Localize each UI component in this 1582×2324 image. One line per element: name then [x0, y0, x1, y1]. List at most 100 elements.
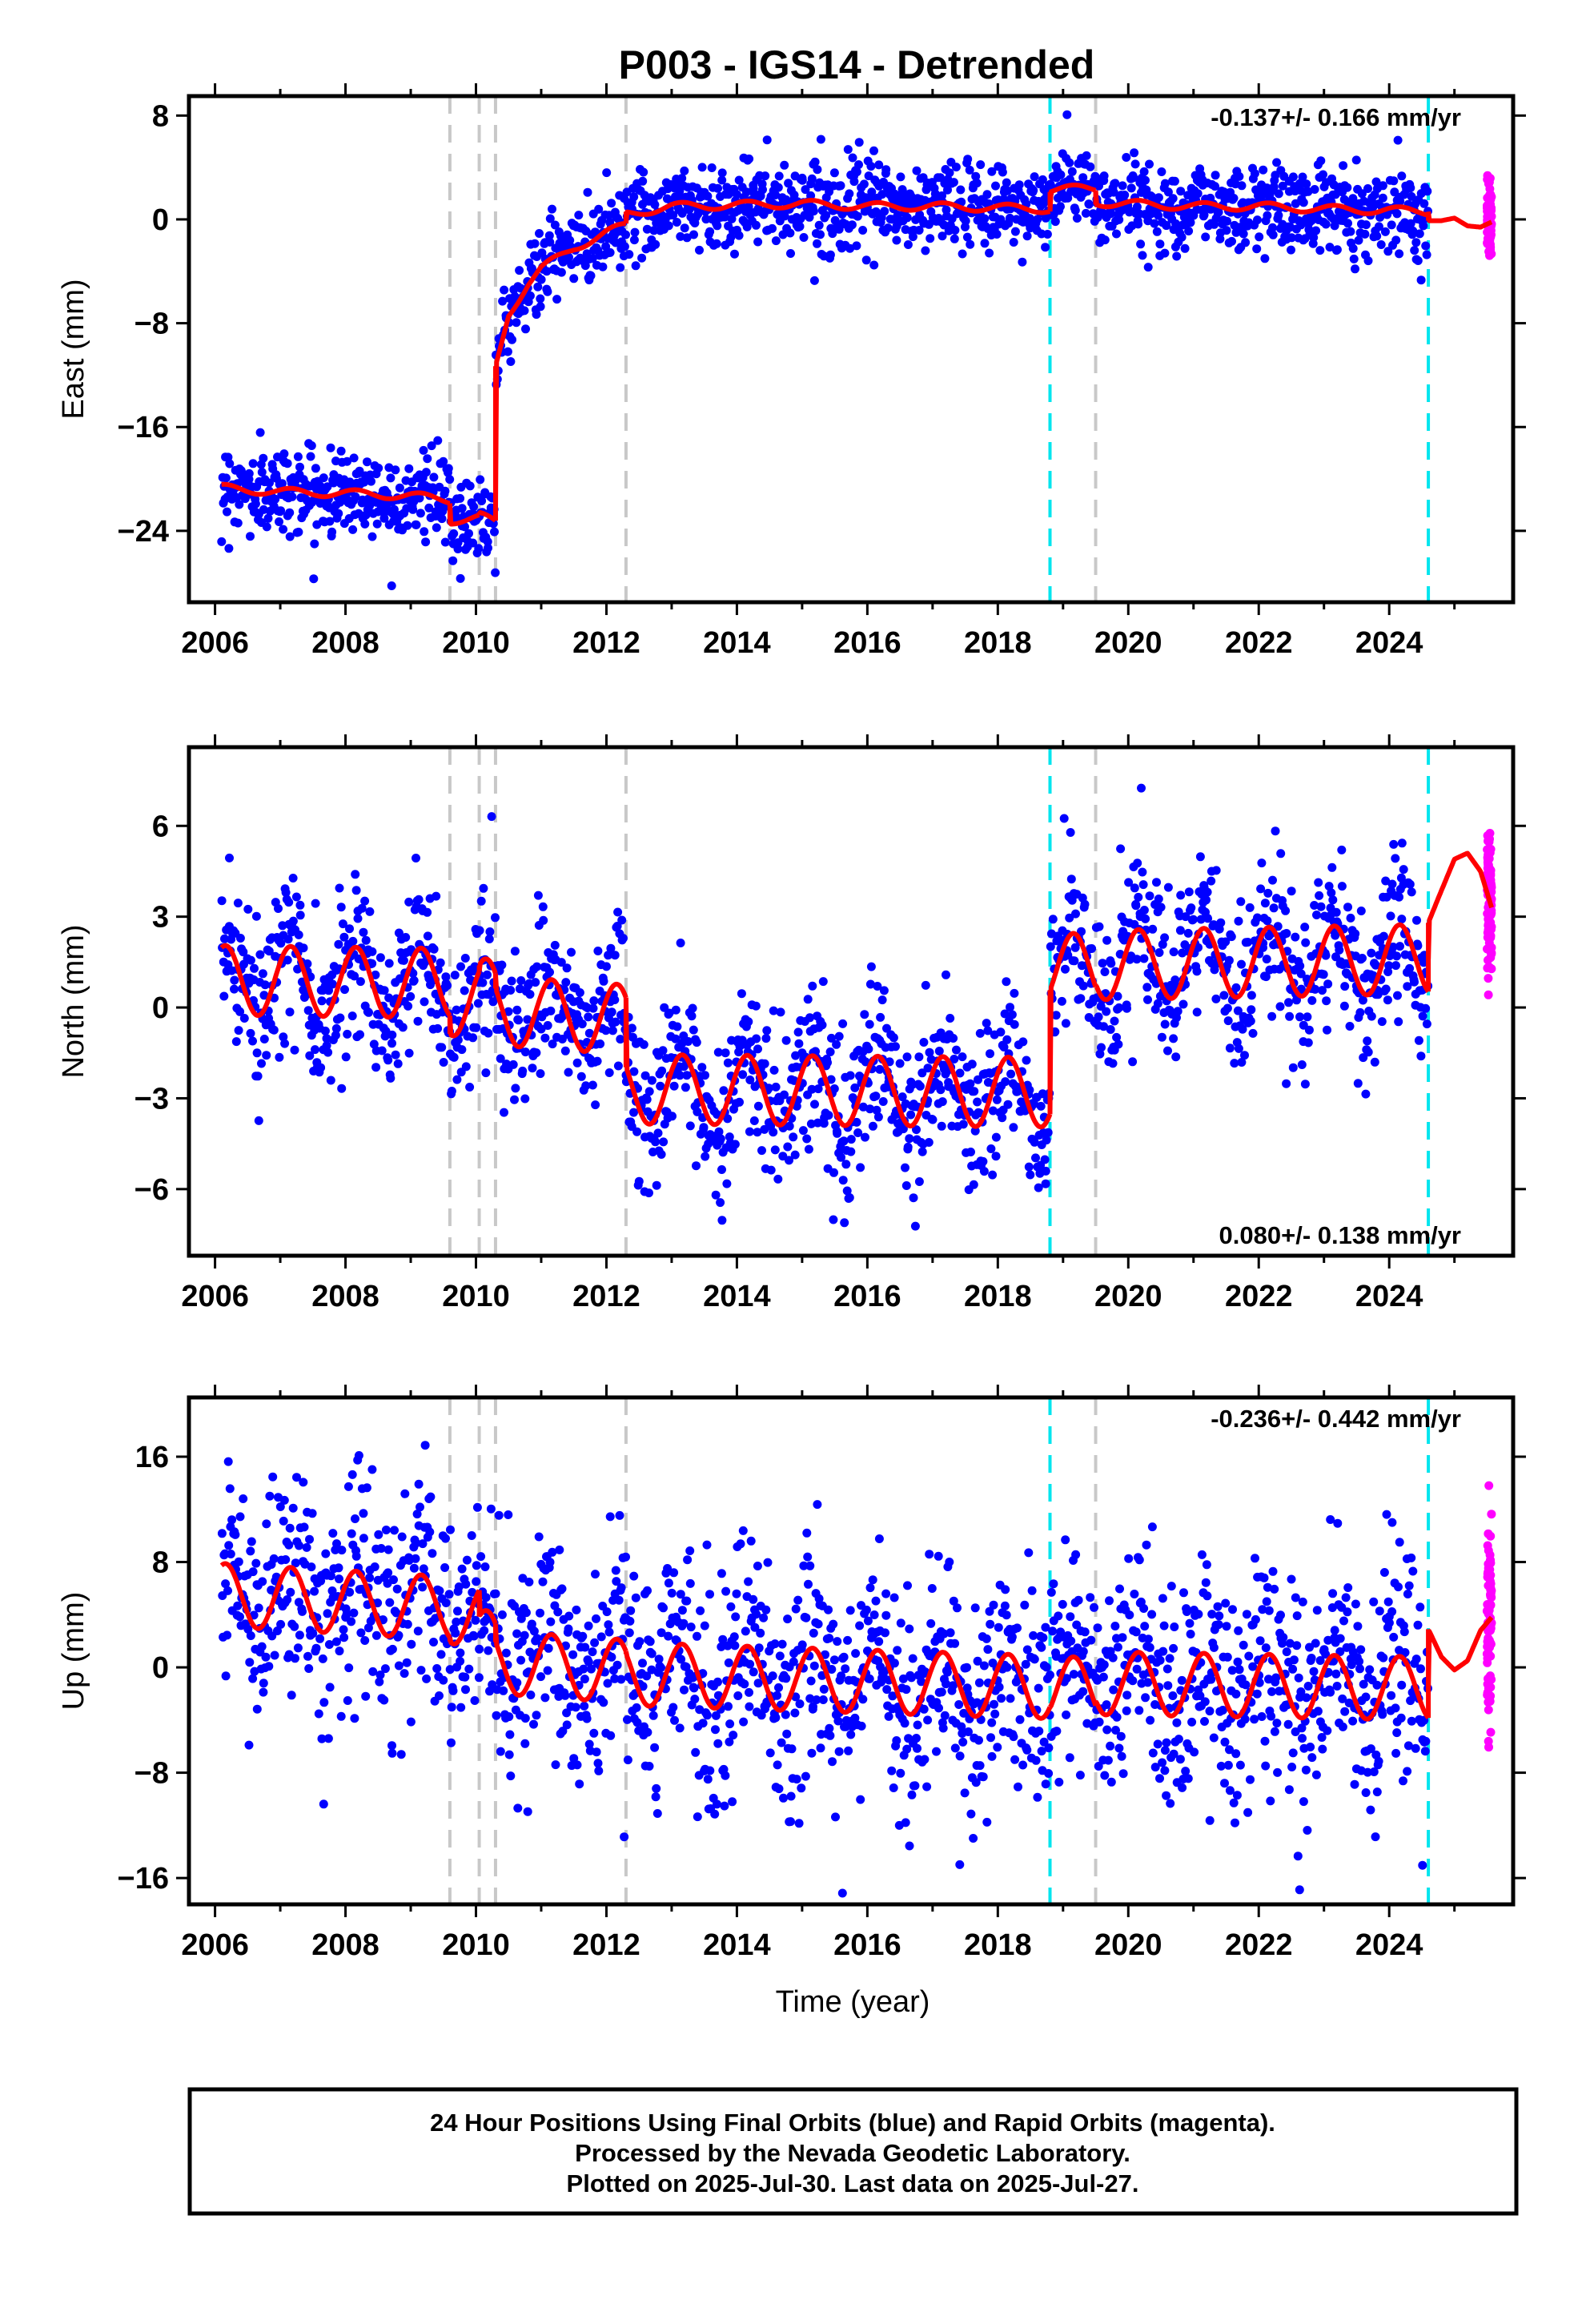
- final-point: [897, 1092, 907, 1102]
- final-point: [962, 1663, 971, 1672]
- final-point: [1331, 931, 1340, 940]
- final-point: [833, 1716, 843, 1726]
- final-point: [1143, 995, 1152, 1004]
- final-point: [965, 165, 974, 175]
- final-point: [584, 1657, 593, 1667]
- final-point: [343, 456, 351, 466]
- final-point: [868, 1575, 877, 1585]
- final-point: [1259, 165, 1268, 175]
- final-point: [506, 1771, 516, 1781]
- final-point: [829, 1168, 838, 1177]
- final-point: [1351, 155, 1361, 165]
- final-point: [942, 1679, 950, 1689]
- final-point: [1410, 246, 1419, 255]
- final-point: [327, 527, 337, 537]
- final-point: [334, 1563, 343, 1573]
- final-point: [381, 1526, 391, 1534]
- model-curve-north-2: [476, 956, 498, 975]
- final-point: [711, 1725, 720, 1735]
- model-curve-east-7: [1426, 211, 1493, 230]
- final-point: [769, 1006, 778, 1015]
- final-point: [1015, 1715, 1025, 1724]
- final-point: [1370, 1057, 1379, 1067]
- final-point: [325, 1683, 335, 1692]
- final-point: [420, 997, 429, 1007]
- final-point: [1282, 929, 1291, 938]
- final-point: [1348, 243, 1358, 253]
- final-point: [1355, 1007, 1365, 1017]
- final-point: [925, 1550, 934, 1559]
- final-point: [783, 1142, 793, 1152]
- final-point: [730, 249, 739, 259]
- final-point: [716, 1134, 725, 1144]
- final-point: [475, 926, 484, 935]
- rapid-point: [1484, 908, 1494, 918]
- final-point: [592, 1056, 602, 1066]
- final-point: [607, 1652, 616, 1662]
- final-point: [244, 468, 254, 478]
- final-point: [1132, 955, 1142, 964]
- x-tick-label: 2010: [442, 1280, 510, 1313]
- final-point: [1256, 884, 1266, 894]
- final-point: [993, 1743, 1002, 1752]
- final-point: [520, 306, 529, 316]
- final-point: [1176, 891, 1186, 900]
- final-point: [395, 483, 404, 493]
- final-point: [423, 454, 432, 464]
- final-point: [975, 1761, 985, 1771]
- final-point: [1002, 178, 1011, 187]
- final-point: [1001, 1585, 1010, 1594]
- model-curve-north-3: [492, 973, 628, 1054]
- final-point: [953, 1603, 962, 1613]
- final-point: [574, 211, 584, 220]
- final-point: [411, 1554, 420, 1563]
- final-point: [233, 1601, 243, 1610]
- model-curve-east-3: [492, 221, 628, 521]
- final-point: [711, 1190, 721, 1200]
- final-point: [774, 1683, 783, 1692]
- final-point: [332, 1539, 341, 1549]
- final-point: [925, 1047, 934, 1057]
- final-point: [956, 185, 966, 195]
- final-point: [1378, 193, 1387, 203]
- final-point: [1106, 209, 1115, 219]
- final-point: [1043, 1128, 1053, 1137]
- final-point: [592, 1747, 601, 1757]
- final-point: [702, 1540, 712, 1550]
- final-point: [1379, 931, 1388, 941]
- final-point: [239, 1494, 248, 1503]
- x-tick-label: 2018: [964, 626, 1032, 660]
- final-point: [638, 1659, 647, 1668]
- x-tick-label: 2006: [181, 626, 249, 660]
- final-point: [1395, 249, 1404, 259]
- final-point: [318, 1654, 327, 1663]
- final-point: [508, 1059, 518, 1069]
- final-point: [736, 1539, 745, 1549]
- final-point: [791, 1051, 801, 1060]
- final-point: [1036, 1101, 1046, 1111]
- final-point: [534, 1532, 544, 1542]
- final-point: [1162, 221, 1171, 231]
- final-point: [217, 537, 227, 546]
- final-point: [732, 190, 741, 199]
- final-point: [847, 220, 857, 230]
- final-point: [591, 1100, 600, 1110]
- final-point: [302, 1542, 311, 1552]
- final-point: [676, 1590, 685, 1599]
- final-point: [1225, 1043, 1235, 1053]
- final-point: [749, 1116, 759, 1125]
- final-point: [659, 1603, 668, 1613]
- final-point: [451, 1628, 460, 1638]
- final-point: [901, 1163, 909, 1172]
- final-point: [991, 1152, 1001, 1161]
- final-point: [447, 1087, 456, 1096]
- final-point: [1360, 229, 1370, 239]
- final-point: [1421, 241, 1431, 251]
- final-point: [1180, 940, 1190, 950]
- final-point: [734, 231, 744, 240]
- final-point: [386, 473, 396, 483]
- final-point: [295, 911, 305, 920]
- final-point: [934, 1551, 943, 1561]
- final-point: [917, 1677, 926, 1687]
- final-point: [1263, 211, 1272, 220]
